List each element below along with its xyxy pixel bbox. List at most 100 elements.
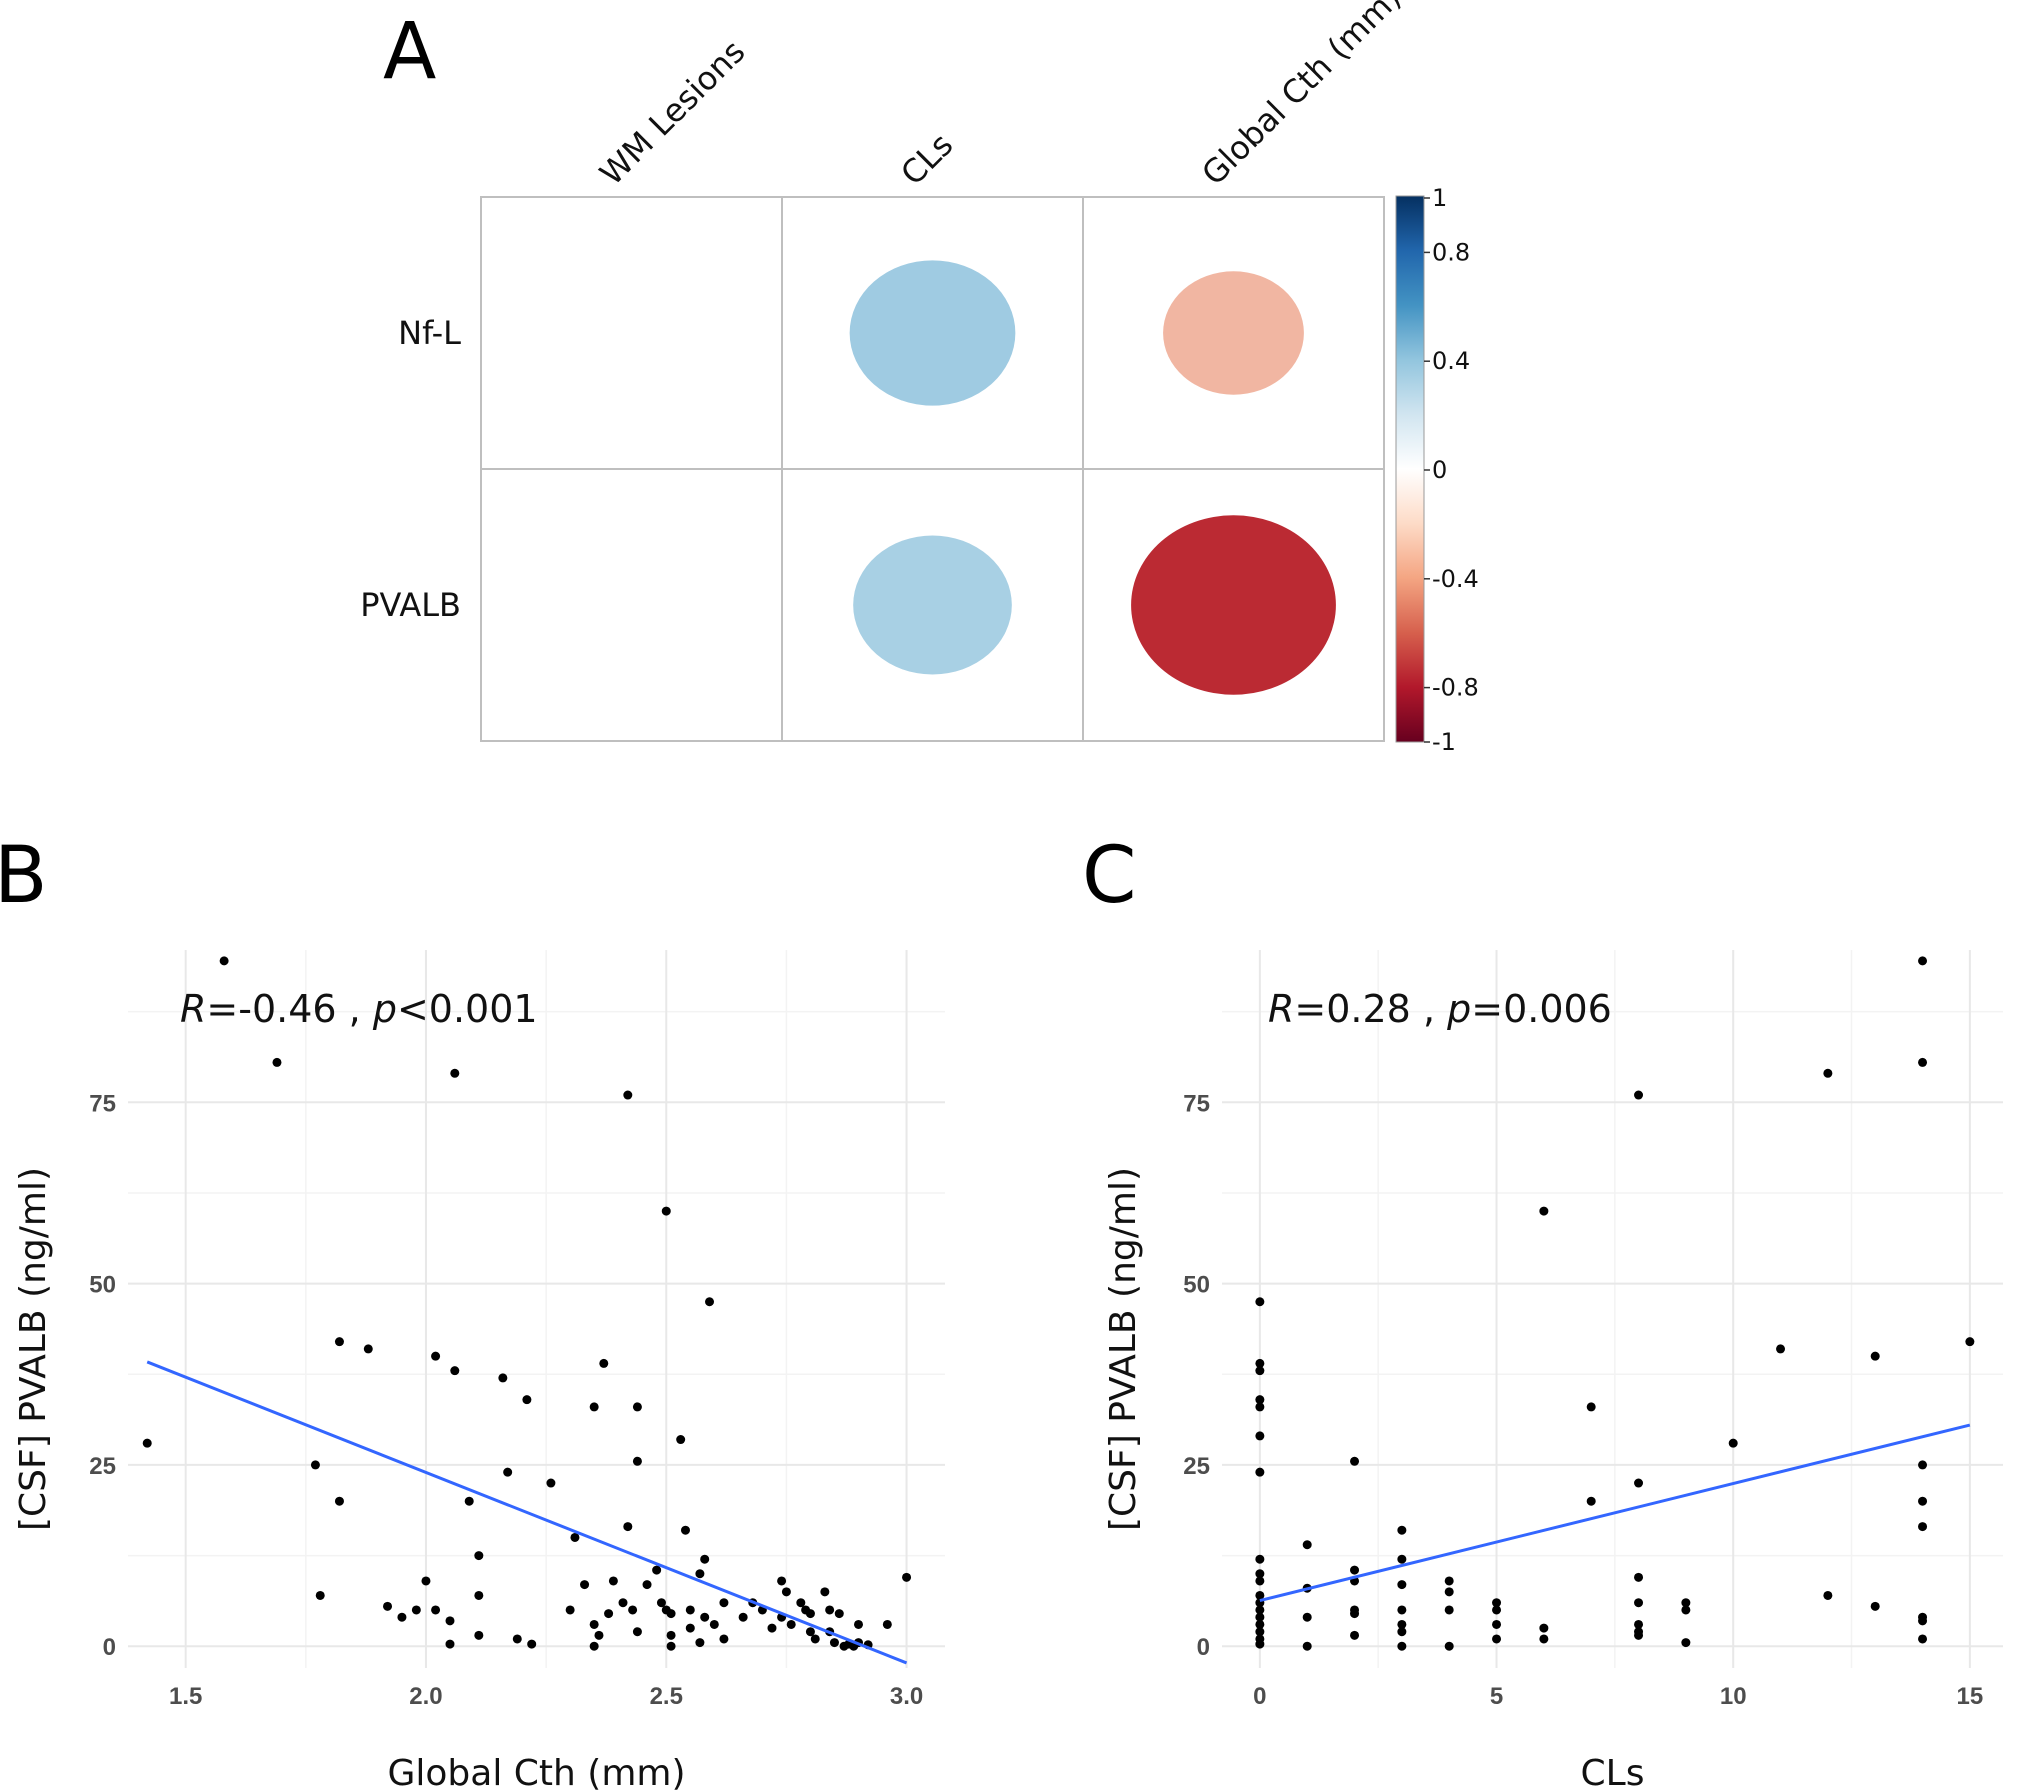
y-axis-title: [CSF] PVALB (ng/ml) — [1103, 1167, 1144, 1531]
panel-a-letter: A — [383, 7, 436, 97]
data-point — [1255, 1605, 1265, 1615]
data-point — [512, 1634, 522, 1644]
data-point — [1586, 1402, 1596, 1412]
data-point — [1255, 1297, 1265, 1307]
data-point — [219, 956, 229, 966]
data-point — [445, 1639, 455, 1649]
colorbar-tick-label: -0.8 — [1432, 674, 1479, 702]
data-point — [1634, 1572, 1644, 1582]
data-point — [1965, 1337, 1975, 1347]
data-point — [1681, 1605, 1691, 1615]
data-point — [1255, 1619, 1265, 1629]
x-axis-title: Global Cth (mm) — [387, 1753, 685, 1792]
data-point — [652, 1565, 662, 1575]
data-point — [604, 1609, 614, 1619]
data-point — [1634, 1090, 1644, 1100]
data-point — [805, 1609, 815, 1619]
row-label: Nf-L — [398, 314, 461, 352]
data-point — [700, 1612, 710, 1622]
x-tick-label: 15 — [1957, 1683, 1984, 1710]
data-point — [642, 1580, 652, 1590]
data-point — [632, 1627, 642, 1637]
data-point — [705, 1297, 715, 1307]
correlation-grid — [480, 196, 1385, 742]
correlation-circle — [853, 535, 1012, 675]
colorbar-tick-label: -0.4 — [1432, 565, 1479, 593]
data-point — [781, 1587, 791, 1597]
data-point — [796, 1598, 806, 1608]
x-axis-title: CLs — [1581, 1753, 1645, 1792]
data-point — [431, 1351, 441, 1361]
data-point — [1255, 1612, 1265, 1622]
data-point — [464, 1496, 474, 1506]
colorbar-tick-label: 0 — [1432, 456, 1447, 484]
data-point — [546, 1478, 556, 1488]
colorbar-gradient — [1395, 195, 1425, 743]
y-tick-label: 25 — [1183, 1453, 1210, 1480]
data-point — [1444, 1605, 1454, 1615]
y-tick-label: 50 — [1183, 1272, 1210, 1299]
x-tick-label: 10 — [1720, 1683, 1747, 1710]
data-point — [474, 1551, 484, 1561]
data-point — [666, 1630, 676, 1640]
data-point — [825, 1605, 835, 1615]
data-point — [1728, 1438, 1738, 1448]
correlation-annotation: R=-0.46 , p<0.001 — [180, 987, 538, 1031]
data-point — [1539, 1634, 1549, 1644]
data-point — [1539, 1623, 1549, 1633]
y-tick-label: 0 — [1197, 1634, 1210, 1661]
data-point — [853, 1619, 863, 1629]
data-point — [334, 1337, 344, 1347]
data-point — [623, 1090, 633, 1100]
x-tick-label: 3.0 — [890, 1683, 923, 1710]
data-point — [522, 1395, 532, 1405]
data-point — [599, 1358, 609, 1368]
data-point — [1255, 1569, 1265, 1579]
y-tick-label: 50 — [89, 1272, 116, 1299]
data-point — [1918, 1634, 1928, 1644]
data-point — [719, 1634, 729, 1644]
data-point — [1918, 1496, 1928, 1506]
data-point — [1255, 1366, 1265, 1376]
data-point — [450, 1068, 460, 1078]
data-point — [1634, 1478, 1644, 1488]
data-point — [1350, 1609, 1360, 1619]
data-point — [527, 1639, 537, 1649]
data-point — [623, 1522, 633, 1532]
colorbar-tick-label: 0.8 — [1432, 238, 1470, 266]
colorbar: 1 0.8 0.4 0 -0.4 -0.8 -1 — [1395, 184, 1479, 756]
x-tick-label: 1.5 — [169, 1683, 202, 1710]
data-point — [1255, 1576, 1265, 1586]
data-point — [1255, 1627, 1265, 1637]
data-point — [445, 1616, 455, 1626]
data-point — [820, 1587, 830, 1597]
data-point — [767, 1623, 777, 1633]
data-point — [1255, 1639, 1265, 1649]
data-point — [1397, 1619, 1407, 1629]
colorbar-tick-label: 1 — [1432, 184, 1447, 212]
data-point — [777, 1576, 787, 1586]
data-point — [1634, 1619, 1644, 1629]
data-point — [272, 1057, 282, 1067]
scatter-plot-c: 0 5 10 15 0 25 50 75 R=0.28 , p=0.006 CLs [CSF] PV… — [1103, 950, 2003, 1792]
data-point — [1255, 1358, 1265, 1368]
data-point — [310, 1460, 320, 1470]
data-point — [656, 1598, 666, 1608]
data-point — [1255, 1431, 1265, 1441]
data-point — [1302, 1540, 1312, 1550]
data-point — [1918, 1522, 1928, 1532]
data-point — [589, 1402, 599, 1412]
data-point — [1397, 1605, 1407, 1615]
data-point — [632, 1402, 642, 1412]
data-point — [1918, 1616, 1928, 1626]
data-point — [1823, 1590, 1833, 1600]
data-point — [632, 1456, 642, 1466]
data-point — [421, 1576, 431, 1586]
data-point — [709, 1619, 719, 1629]
data-point — [902, 1572, 912, 1582]
data-point — [829, 1638, 839, 1648]
data-point — [411, 1605, 421, 1615]
row-label: PVALB — [360, 586, 461, 624]
